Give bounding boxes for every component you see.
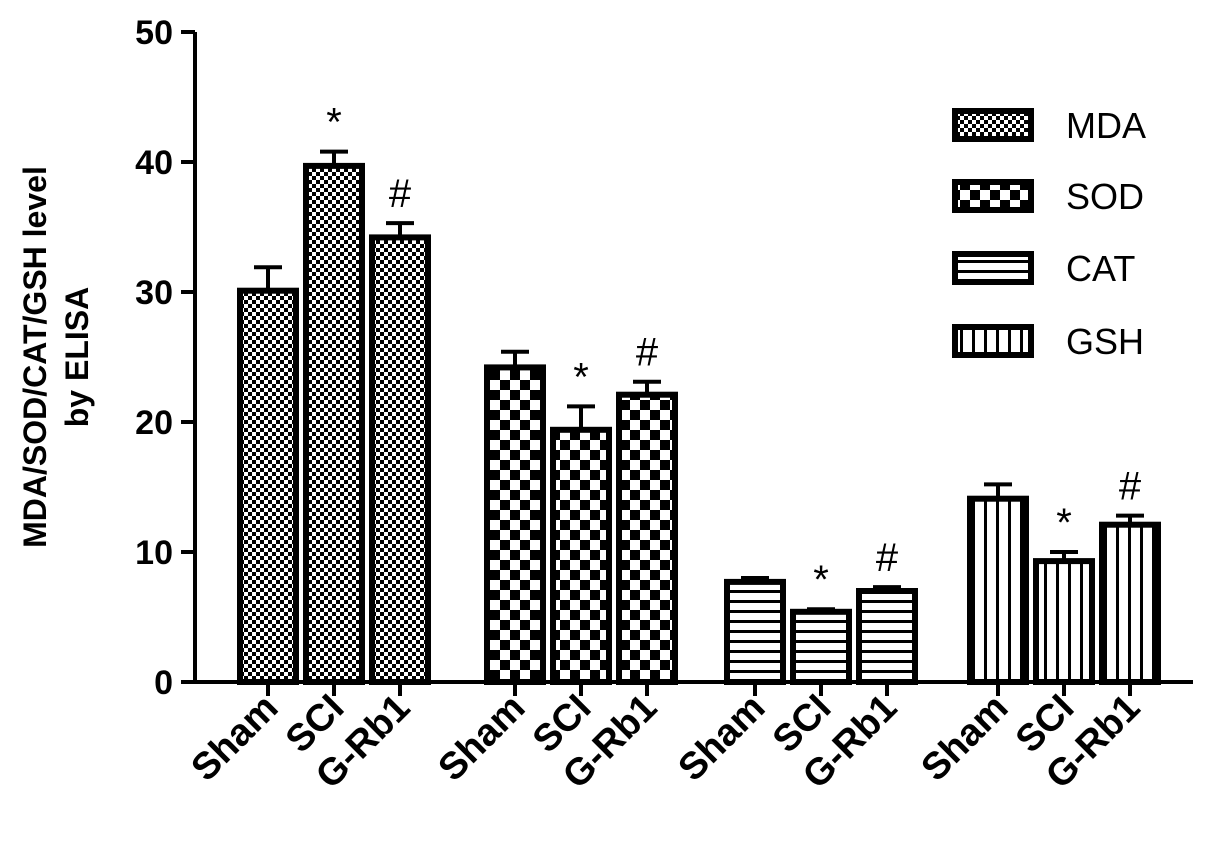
- significance-mark: *: [573, 355, 589, 399]
- y-tick-label: 0: [154, 664, 173, 702]
- bar-sod-sham: [484, 364, 546, 685]
- legend-label: CAT: [1066, 248, 1135, 289]
- bar-gsh-sci: [1033, 558, 1095, 685]
- significance-mark: #: [389, 172, 412, 216]
- bar-mda-g-rb1: [369, 234, 431, 685]
- legend: MDA SOD CAT GSH: [952, 105, 1146, 362]
- legend-item-cat: CAT: [952, 248, 1135, 289]
- legend-swatch: [952, 324, 1034, 358]
- significance-mark: #: [1119, 465, 1142, 509]
- legend-item-mda: MDA: [952, 105, 1146, 146]
- legend-label: GSH: [1066, 321, 1144, 362]
- y-axis-title: MDA/SOD/CAT/GSH level by ELISA: [17, 166, 95, 548]
- y-tick-label: 30: [135, 274, 173, 312]
- y-tick-label: 50: [135, 14, 173, 52]
- legend-label: MDA: [1066, 105, 1146, 146]
- bar-cat-g-rb1: [856, 588, 918, 685]
- legend-item-gsh: GSH: [952, 321, 1144, 362]
- x-category-label: Sham: [670, 687, 773, 790]
- legend-swatch: [952, 251, 1034, 285]
- bar-mda-sham: [237, 287, 299, 685]
- bar-mda-sci: [303, 162, 365, 685]
- bar-sod-g-rb1: [616, 391, 678, 685]
- x-category-label: Sham: [913, 687, 1016, 790]
- y-axis: 0 10 20 30 40 50: [135, 14, 197, 702]
- x-category-label: Sham: [430, 687, 533, 790]
- bar-cat-sci: [790, 608, 852, 685]
- bar-cat-sham: [724, 578, 786, 686]
- significance-mark: *: [813, 558, 829, 602]
- significance-mark: *: [326, 101, 342, 145]
- bar-gsh-g-rb1: [1099, 521, 1161, 686]
- x-category-label: Sham: [183, 687, 286, 790]
- y-axis-title-line: MDA/SOD/CAT/GSH level: [17, 166, 53, 548]
- y-tick-label: 10: [135, 534, 173, 572]
- significance-mark: *: [1056, 501, 1072, 545]
- y-tick-label: 40: [135, 144, 173, 182]
- y-tick-label: 20: [135, 404, 173, 442]
- significance-mark: #: [636, 331, 659, 375]
- significance-mark: #: [876, 536, 899, 580]
- legend-label: SOD: [1066, 176, 1144, 217]
- bar-gsh-sham: [967, 495, 1029, 686]
- legend-swatch: [952, 108, 1034, 142]
- legend-item-sod: SOD: [952, 176, 1144, 217]
- legend-swatch: [952, 179, 1034, 213]
- y-axis-title-line: by ELISA: [59, 287, 95, 427]
- bar-sod-sci: [550, 426, 612, 685]
